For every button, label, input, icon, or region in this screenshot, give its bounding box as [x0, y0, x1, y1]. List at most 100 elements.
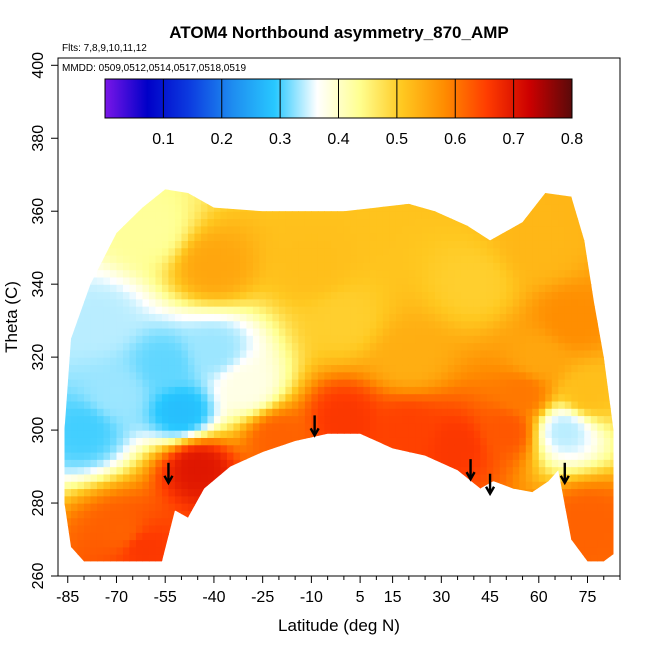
heatmap-cell	[460, 393, 468, 402]
heatmap-cell	[291, 459, 299, 468]
heatmap-cell	[324, 495, 332, 504]
heatmap-cell	[408, 284, 416, 293]
heatmap-cell	[291, 189, 299, 198]
heatmap-cell	[58, 80, 65, 88]
heatmap-cell	[363, 291, 371, 300]
heatmap-cell	[233, 175, 240, 183]
heatmap-cell	[389, 306, 397, 314]
heatmap-cell	[402, 284, 410, 293]
heatmap-cell	[356, 189, 364, 198]
heatmap-cell	[174, 554, 183, 562]
heatmap-cell	[493, 408, 501, 417]
heatmap-cell	[304, 364, 312, 373]
heatmap-cell	[291, 466, 299, 475]
heatmap-cell	[233, 131, 240, 139]
heatmap-cell	[324, 160, 331, 168]
heatmap-cell	[148, 262, 157, 271]
heatmap-cell	[382, 371, 390, 380]
heatmap-cell	[343, 503, 351, 511]
heatmap-cell	[239, 189, 248, 198]
heatmap-cell	[454, 196, 462, 205]
heatmap-cell	[408, 327, 416, 336]
heatmap-cell	[181, 459, 189, 468]
heatmap-cell	[265, 306, 274, 314]
heatmap-cell	[58, 153, 65, 161]
heatmap-cell	[480, 58, 487, 66]
heatmap-cell	[454, 517, 462, 526]
heatmap-cell	[356, 196, 364, 205]
heatmap-cell	[103, 430, 111, 438]
heatmap-cell	[265, 291, 274, 300]
heatmap-cell	[213, 422, 222, 431]
heatmap-cell	[220, 167, 227, 175]
heatmap-cell	[246, 65, 253, 73]
heatmap-cell	[64, 131, 71, 139]
heatmap-cell	[415, 313, 423, 322]
heatmap-cell	[395, 422, 403, 431]
heatmap-cell	[480, 561, 487, 569]
heatmap-cell	[161, 342, 170, 351]
heatmap-cell	[441, 371, 449, 380]
heatmap-cell	[311, 175, 318, 183]
heatmap-cell	[278, 371, 286, 380]
heatmap-cell	[356, 510, 364, 519]
heatmap-cell	[109, 510, 118, 519]
heatmap-cell	[194, 349, 202, 358]
heatmap-cell	[96, 364, 105, 373]
heatmap-cell	[389, 510, 397, 519]
heatmap-cell	[181, 276, 189, 285]
heatmap-cell	[506, 320, 514, 329]
heatmap-cell	[161, 503, 170, 511]
heatmap-cell	[97, 167, 104, 175]
heatmap-cell	[64, 554, 66, 562]
heatmap-cell	[324, 58, 331, 66]
heatmap-cell	[64, 400, 66, 409]
heatmap-cell	[421, 357, 429, 366]
heatmap-cell	[148, 488, 157, 497]
heatmap-cell	[467, 160, 474, 168]
heatmap-cell	[506, 379, 514, 387]
heatmap-cell	[168, 510, 176, 519]
heatmap-cell	[389, 393, 397, 402]
heatmap-cell	[408, 524, 416, 533]
heatmap-cell	[304, 203, 312, 212]
heatmap-cell	[486, 466, 494, 475]
heatmap-cell	[408, 430, 416, 438]
heatmap-cell	[174, 371, 183, 380]
heatmap-cell	[389, 167, 396, 175]
heatmap-cell	[135, 539, 144, 548]
heatmap-cell	[460, 320, 468, 329]
heatmap-cell	[272, 313, 280, 322]
heatmap-cell	[70, 488, 79, 497]
heatmap-cell	[201, 160, 208, 168]
heatmap-cell	[506, 437, 514, 446]
heatmap-cell	[428, 539, 436, 548]
heatmap-cell	[142, 153, 149, 161]
heatmap-cell	[70, 430, 79, 438]
heatmap-cell	[259, 138, 266, 146]
heatmap-cell	[428, 524, 436, 533]
heatmap-cell	[187, 189, 196, 198]
heatmap-cell	[291, 313, 299, 322]
heatmap-cell	[207, 306, 215, 314]
heatmap-cell	[486, 306, 494, 314]
heatmap-cell	[512, 473, 520, 482]
heatmap-cell	[506, 291, 514, 300]
heatmap-cell	[129, 510, 137, 519]
heatmap-cell	[480, 313, 488, 322]
heatmap-cell	[369, 554, 377, 562]
heatmap-cell	[421, 291, 429, 300]
heatmap-cell	[317, 211, 325, 220]
heatmap-cell	[259, 342, 267, 351]
heatmap-cell	[499, 225, 507, 234]
heatmap-cell	[207, 262, 215, 271]
heatmap-cell	[200, 422, 209, 431]
heatmap-cell	[337, 269, 345, 278]
heatmap-cell	[356, 342, 364, 351]
heatmap-cell	[103, 320, 111, 329]
heatmap-cell	[356, 225, 364, 234]
heatmap-cell	[447, 546, 455, 555]
heatmap-cell	[285, 276, 293, 285]
heatmap-cell	[428, 451, 436, 460]
heatmap-cell	[395, 327, 403, 336]
